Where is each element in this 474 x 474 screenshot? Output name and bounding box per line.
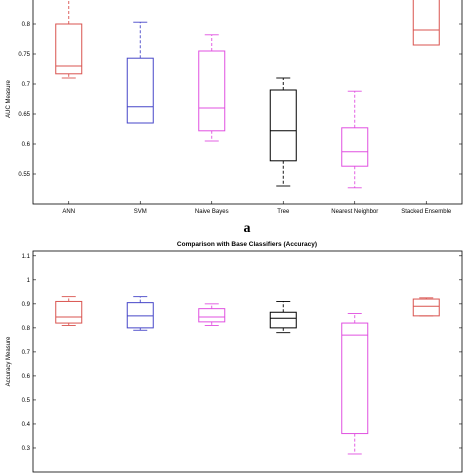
box-ann: [55, 0, 83, 79]
box-stacked-ensemble: [412, 297, 440, 317]
iqr-box: [412, 298, 440, 317]
accuracy-boxplot-panel: Comparison with Base Classifiers (Accura…: [6, 241, 463, 473]
accuracy-chart-title: Comparison with Base Classifiers (Accura…: [177, 241, 317, 248]
panel-label-a: a: [244, 221, 251, 236]
auc-boxplot-panel: AUC Measure 0.55 0.6 0.65 0.7 0.75 0.8 ANN SVM…: [6, 0, 463, 236]
y-tick-label: 0.9: [22, 302, 31, 308]
y-tick-label: 0.6: [22, 374, 31, 380]
iqr-box: [269, 89, 297, 162]
box-tree: [269, 77, 297, 187]
iqr-box: [55, 23, 83, 75]
box-ann: [55, 296, 83, 326]
y-tick-label: 0.7: [22, 350, 31, 356]
x-tick-label: SVM: [134, 209, 147, 215]
y-tick-label: 0.55: [18, 172, 30, 178]
box-nearest-neighbor: [341, 313, 369, 455]
iqr-box: [269, 311, 297, 329]
accuracy-boxes: [55, 296, 440, 455]
y-tick-label: 1.1: [22, 254, 31, 260]
auc-plot-area: [32, 0, 463, 205]
box-naive-bayes: [198, 34, 226, 142]
y-tick-label: 0.65: [18, 112, 30, 118]
box-svm: [126, 296, 154, 331]
iqr-box: [198, 308, 226, 323]
y-tick-label: 0.6: [22, 142, 31, 148]
y-tick-label: 0.5: [22, 398, 31, 404]
x-tick-label: Stacked Ensemble: [401, 209, 452, 215]
iqr-box: [198, 50, 226, 132]
iqr-box: [126, 302, 154, 329]
auc-y-axis-label: AUC Measure: [6, 80, 12, 118]
y-tick-label: 1: [27, 278, 31, 284]
box-nearest-neighbor: [341, 90, 369, 189]
y-tick-label: 0.3: [22, 446, 31, 452]
box-svm: [126, 21, 154, 124]
x-tick-label: Nearest Neighbor: [331, 209, 378, 215]
x-tick-label: ANN: [62, 209, 75, 215]
accuracy-plot-area: [32, 250, 463, 473]
x-tick-label: Naive Bayes: [195, 209, 229, 215]
box-naive-bayes: [198, 303, 226, 326]
y-tick-label: 0.8: [22, 326, 31, 332]
auc-boxes: [55, 0, 440, 189]
box-tree: [269, 300, 297, 334]
box-stacked-ensemble: [412, 0, 440, 46]
auc-y-ticks: 0.55 0.6 0.65 0.7 0.75 0.8: [18, 22, 462, 178]
accuracy-y-ticks: 0.3 0.4 0.5 0.6 0.7 0.8 0.9 1 1.1: [22, 254, 462, 452]
auc-x-ticks: ANN SVM Naive Bayes Tree Nearest Neighbor Sta…: [62, 201, 452, 215]
accuracy-y-axis-label: Accuracy Measure: [6, 336, 12, 386]
iqr-box: [341, 127, 369, 167]
x-tick-label: Tree: [277, 209, 290, 215]
iqr-box: [341, 322, 369, 435]
iqr-box: [412, 0, 440, 46]
y-tick-label: 0.75: [18, 52, 30, 58]
iqr-box: [55, 300, 83, 324]
y-tick-label: 0.7: [22, 82, 31, 88]
y-tick-label: 0.4: [22, 422, 31, 428]
y-tick-label: 0.8: [22, 22, 31, 28]
iqr-box: [126, 57, 154, 124]
